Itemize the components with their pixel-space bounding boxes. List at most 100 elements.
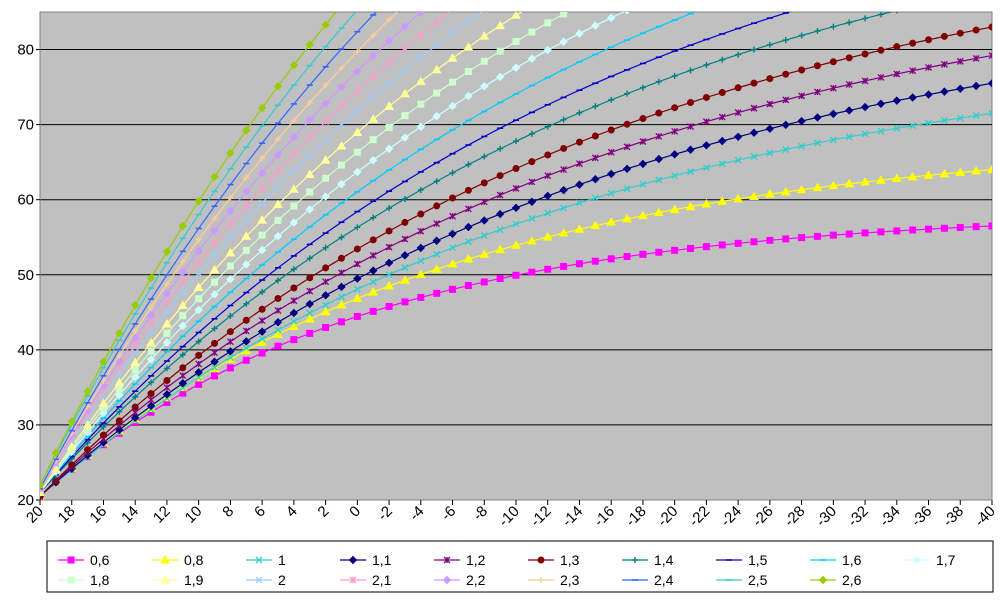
point-marker xyxy=(258,199,266,207)
point-marker xyxy=(147,320,155,328)
point-marker xyxy=(353,245,361,253)
point-marker xyxy=(925,36,933,44)
point-marker xyxy=(671,127,679,135)
point-marker xyxy=(322,244,329,251)
point-marker xyxy=(495,20,505,30)
point-marker xyxy=(542,231,553,241)
point-marker xyxy=(160,554,170,564)
point-marker xyxy=(528,268,536,276)
point-marker xyxy=(338,269,345,277)
point-marker xyxy=(160,574,170,584)
point-marker xyxy=(242,260,251,269)
point-marker xyxy=(892,96,902,105)
point-marker xyxy=(464,238,472,246)
point-marker xyxy=(163,281,170,288)
point-marker xyxy=(416,122,426,131)
point-marker xyxy=(179,351,186,358)
point-marker xyxy=(163,365,170,372)
point-marker xyxy=(972,54,980,62)
point-marker xyxy=(100,377,107,384)
point-marker xyxy=(733,193,743,203)
point-marker xyxy=(766,236,774,244)
point-marker xyxy=(575,199,583,207)
point-marker xyxy=(766,75,774,83)
point-marker xyxy=(370,214,377,221)
point-marker xyxy=(290,317,298,325)
point-marker xyxy=(433,202,441,210)
point-marker xyxy=(718,136,727,146)
point-marker xyxy=(829,84,837,92)
x-tick-label: 6 xyxy=(251,503,269,521)
y-axis: 20 30 40 50 60 70 80 xyxy=(17,12,41,509)
point-marker xyxy=(575,260,583,268)
point-marker xyxy=(544,123,551,130)
point-marker xyxy=(162,289,172,298)
point-marker xyxy=(273,231,283,241)
point-marker xyxy=(194,196,203,206)
x-tick-label: -8 xyxy=(470,503,491,524)
point-marker xyxy=(274,342,282,350)
point-marker xyxy=(99,357,108,367)
legend-label: 2,5 xyxy=(748,572,768,588)
point-marker xyxy=(528,215,536,223)
legend-item-2-2: 2,2 xyxy=(434,572,486,588)
point-marker xyxy=(639,115,647,123)
point-marker xyxy=(812,182,823,192)
x-tick-label: 10 xyxy=(182,503,206,527)
point-marker xyxy=(718,160,726,168)
point-marker xyxy=(639,250,647,258)
legend-label: 1,6 xyxy=(842,552,862,568)
point-marker xyxy=(782,37,789,44)
legend-item-1-8: 1,8 xyxy=(58,572,110,588)
point-marker xyxy=(956,84,965,93)
point-marker xyxy=(209,264,220,274)
point-marker xyxy=(527,236,537,245)
point-marker xyxy=(607,255,615,263)
point-marker xyxy=(560,116,567,123)
point-marker xyxy=(368,287,379,296)
point-marker xyxy=(115,328,124,338)
point-marker xyxy=(782,146,790,154)
x-tick-label: -2 xyxy=(374,503,395,524)
point-marker xyxy=(670,150,679,159)
point-marker xyxy=(195,351,203,359)
point-marker xyxy=(243,300,250,307)
point-marker xyxy=(353,312,361,320)
point-marker xyxy=(442,575,452,585)
point-marker xyxy=(353,274,362,283)
point-marker xyxy=(353,107,361,115)
point-marker xyxy=(273,329,283,338)
point-marker xyxy=(655,78,662,85)
point-marker xyxy=(147,390,155,398)
point-marker xyxy=(671,104,679,112)
point-marker xyxy=(195,360,203,368)
point-marker xyxy=(146,338,156,347)
point-marker xyxy=(178,267,188,277)
legend-item-1: 1 xyxy=(246,552,286,568)
point-marker xyxy=(114,377,125,387)
point-marker xyxy=(115,425,124,435)
point-marker xyxy=(401,195,408,202)
point-marker xyxy=(353,67,362,76)
point-marker xyxy=(845,133,853,141)
point-marker xyxy=(131,366,139,374)
point-marker xyxy=(51,448,61,458)
point-marker xyxy=(400,275,410,284)
point-marker xyxy=(465,161,472,168)
point-marker xyxy=(606,13,616,23)
point-marker xyxy=(386,16,393,23)
point-marker xyxy=(416,12,426,17)
point-marker xyxy=(384,258,394,268)
point-marker xyxy=(305,115,314,125)
point-marker xyxy=(433,220,441,228)
point-marker xyxy=(163,377,171,385)
point-marker xyxy=(782,235,790,243)
point-marker xyxy=(289,321,299,330)
point-marker xyxy=(322,174,330,182)
point-marker xyxy=(909,39,917,47)
point-marker xyxy=(226,338,234,346)
point-marker xyxy=(320,155,331,164)
x-tick-label: -18 xyxy=(622,503,649,530)
point-marker xyxy=(322,301,330,309)
